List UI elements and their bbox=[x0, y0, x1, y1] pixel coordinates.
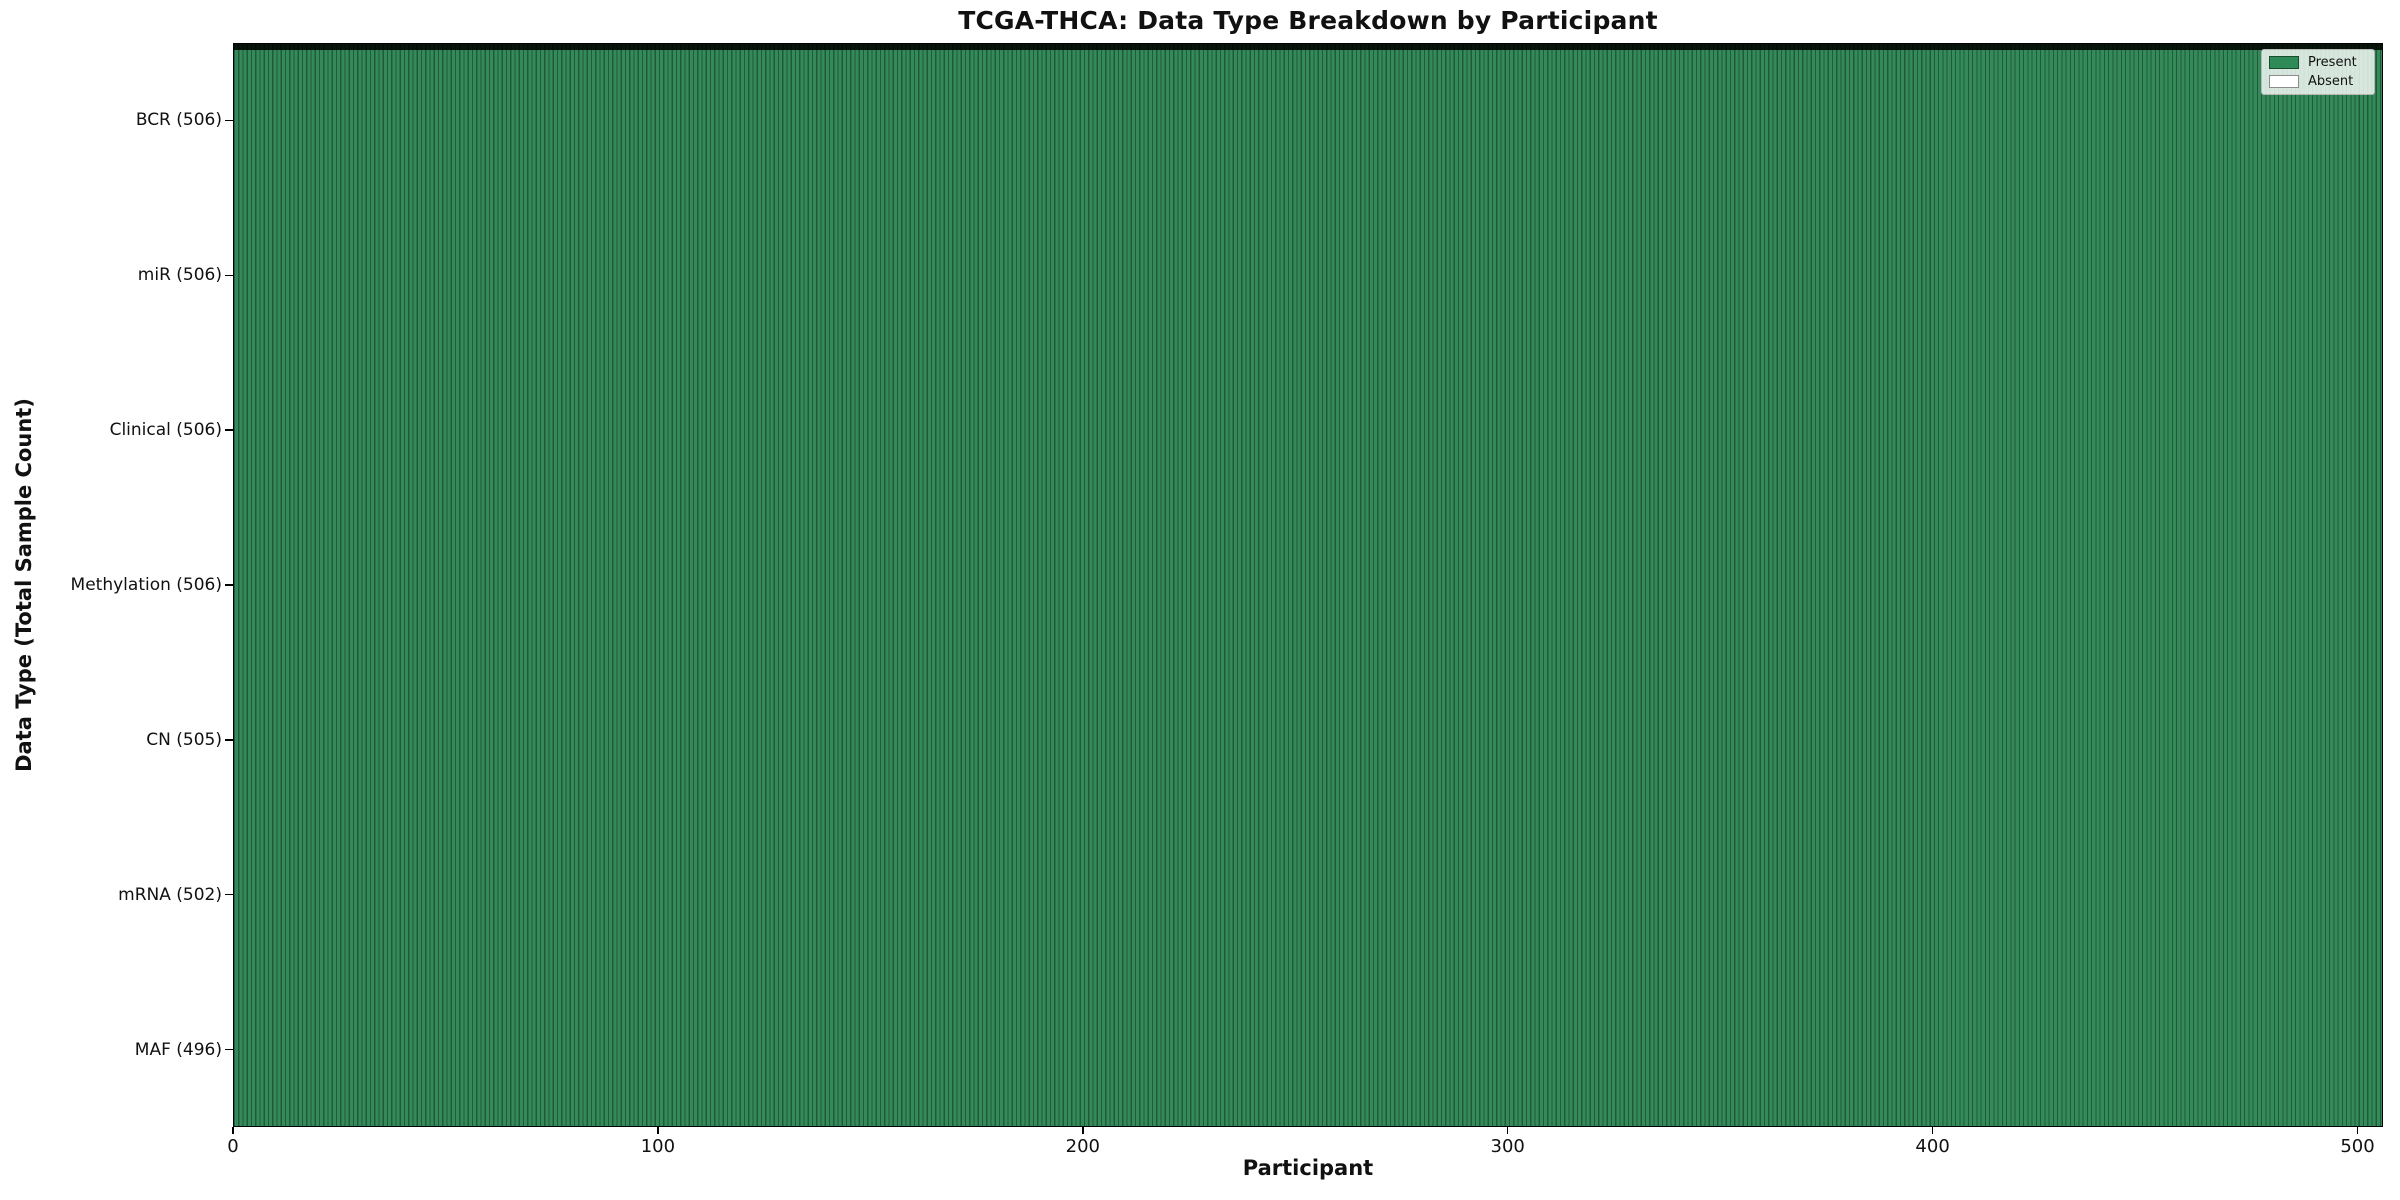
y-tick-label: miR (506) bbox=[137, 265, 222, 286]
absent-swatch bbox=[2269, 75, 2299, 88]
heatmap-row bbox=[234, 48, 2382, 49]
legend-entry-present: Present bbox=[2269, 55, 2365, 70]
y-tick-mark bbox=[225, 429, 233, 431]
x-tick-label: 500 bbox=[2340, 1136, 2375, 1157]
legend-entry-absent: Absent bbox=[2269, 74, 2365, 89]
x-tick-mark bbox=[2356, 1127, 2359, 1134]
y-tick-mark bbox=[225, 584, 233, 586]
present-swatch bbox=[2269, 56, 2299, 69]
heatmap-row bbox=[234, 49, 2382, 50]
y-tick-label: BCR (506) bbox=[135, 110, 222, 131]
x-tick-label: 200 bbox=[1065, 1136, 1100, 1157]
x-tick-label: 0 bbox=[227, 1136, 239, 1157]
y-tick-label: Clinical (506) bbox=[109, 420, 222, 441]
heatmap-row bbox=[234, 45, 2382, 46]
heatmap-row bbox=[234, 47, 2382, 48]
x-tick-mark bbox=[657, 1127, 659, 1134]
x-tick-mark bbox=[1931, 1127, 1934, 1134]
heatmap-plot-area: Present Absent bbox=[233, 43, 2383, 1127]
y-tick-mark bbox=[225, 274, 233, 277]
x-tick-mark bbox=[232, 1127, 234, 1134]
y-tick-mark bbox=[225, 893, 233, 896]
y-tick-label: mRNA (502) bbox=[118, 884, 222, 905]
x-tick-label: 100 bbox=[640, 1136, 676, 1157]
heatmap-row bbox=[234, 44, 2382, 45]
heatmap-row bbox=[234, 46, 2382, 47]
x-axis-label: Participant bbox=[1242, 1156, 1374, 1180]
y-tick-mark bbox=[225, 119, 233, 122]
x-tick-label: 300 bbox=[1490, 1136, 1525, 1157]
y-tick-label: Methylation (506) bbox=[70, 575, 222, 595]
y-tick-mark bbox=[225, 1048, 233, 1051]
x-tick-label: 400 bbox=[1915, 1136, 1950, 1157]
y-axis-label: Data Type (Total Sample Count) bbox=[12, 398, 36, 772]
legend-label-present: Present bbox=[2308, 55, 2357, 70]
y-tick-mark bbox=[225, 739, 233, 741]
legend: Present Absent bbox=[2261, 49, 2375, 95]
x-tick-mark bbox=[1082, 1127, 1084, 1134]
y-tick-label: CN (505) bbox=[146, 729, 222, 750]
heatmap-rows bbox=[234, 44, 2382, 50]
x-tick-mark bbox=[1506, 1127, 1509, 1134]
chart-title: TCGA-THCA: Data Type Breakdown by Partic… bbox=[958, 6, 1658, 35]
legend-label-absent: Absent bbox=[2308, 74, 2354, 89]
y-tick-label: MAF (496) bbox=[134, 1039, 222, 1060]
